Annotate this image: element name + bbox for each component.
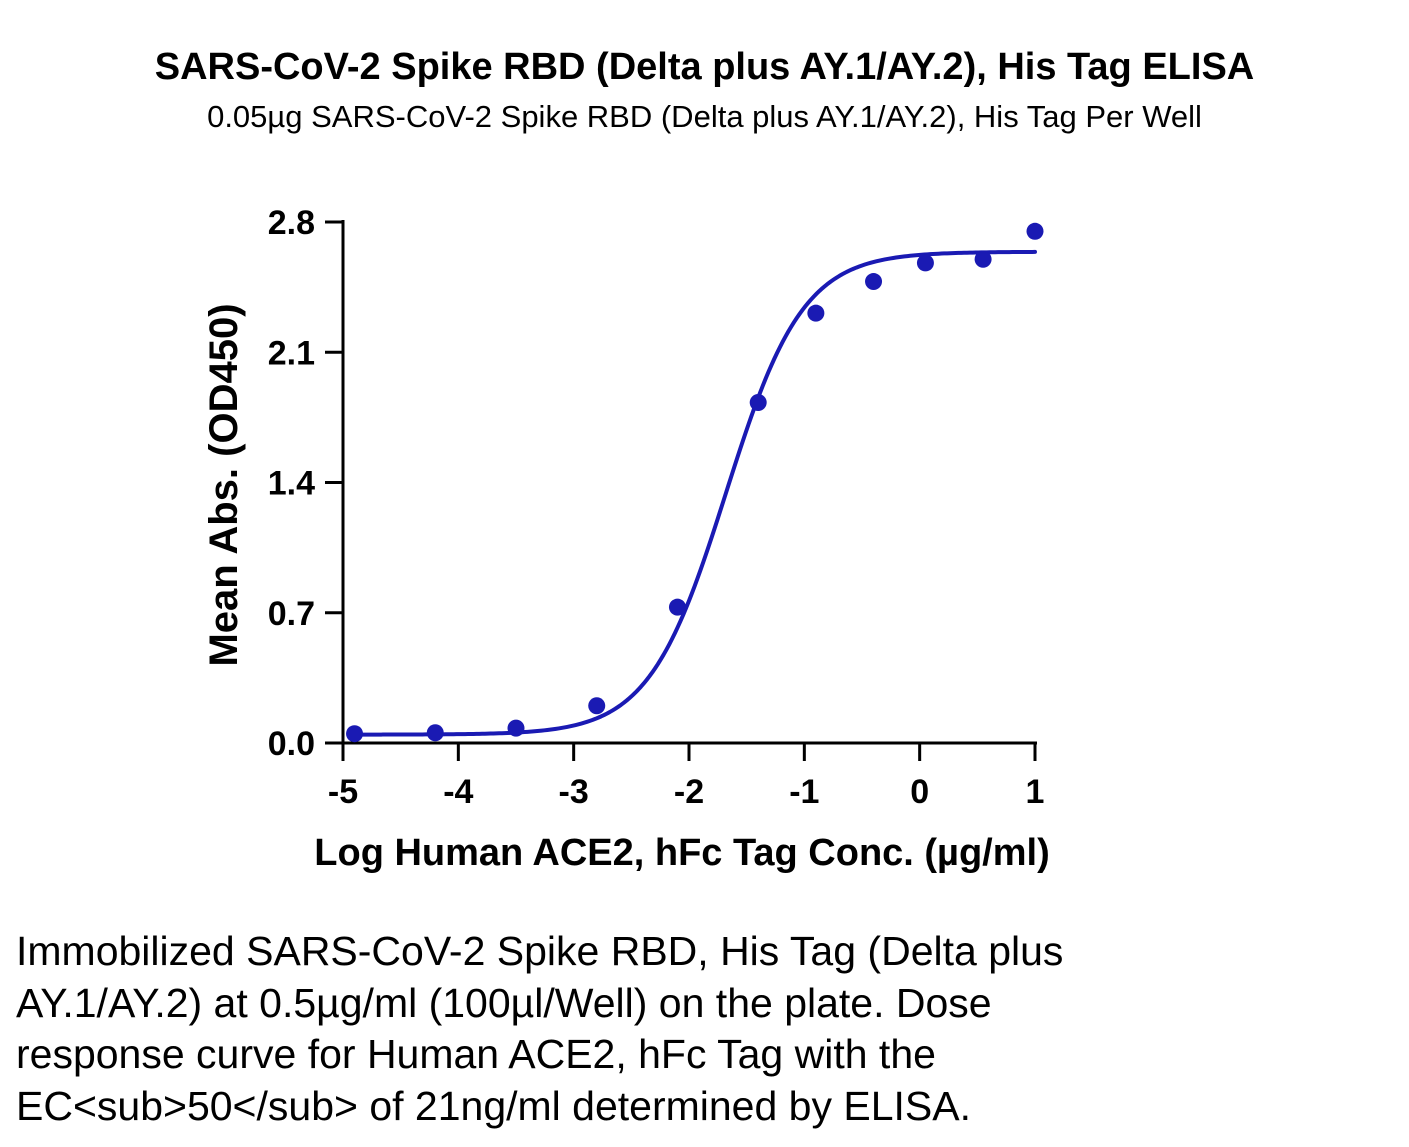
x-tick-label: -5 bbox=[328, 773, 358, 811]
data-point bbox=[668, 598, 686, 616]
caption-line: Immobilized SARS-CoV-2 Spike RBD, His Ta… bbox=[16, 928, 1064, 974]
data-point bbox=[588, 697, 606, 715]
x-tick-label: -4 bbox=[443, 773, 473, 811]
x-tick-label: 0 bbox=[910, 773, 929, 811]
chart-title: SARS-CoV-2 Spike RBD (Delta plus AY.1/AY… bbox=[154, 46, 1255, 88]
y-tick-label: 0.0 bbox=[268, 725, 315, 763]
data-point bbox=[916, 254, 934, 272]
data-point bbox=[1026, 222, 1044, 240]
y-tick-label: 2.1 bbox=[268, 334, 315, 372]
y-tick-label: 1.4 bbox=[268, 465, 315, 503]
data-point bbox=[426, 724, 444, 742]
data-point bbox=[974, 250, 992, 268]
caption-line: AY.1/AY.2) at 0.5µg/ml (100µl/Well) on t… bbox=[16, 979, 992, 1026]
figure-caption: Immobilized SARS-CoV-2 Spike RBD, His Ta… bbox=[16, 926, 1396, 1132]
y-tick-label: 0.7 bbox=[268, 595, 315, 633]
data-point bbox=[865, 273, 883, 291]
data-point bbox=[749, 393, 767, 411]
x-tick-label: 1 bbox=[1026, 773, 1045, 811]
caption-line: EC<sub>50</sub> of 21ng/ml determined by… bbox=[16, 1082, 971, 1129]
data-points bbox=[346, 222, 1044, 743]
data-point bbox=[346, 725, 364, 743]
x-tick-label: -3 bbox=[559, 773, 589, 811]
x-tick-label: -2 bbox=[674, 773, 704, 811]
caption-line: response curve for Human ACE2, hFc Tag w… bbox=[16, 1031, 936, 1077]
y-axis-label: Mean Abs. (OD450) bbox=[202, 303, 246, 666]
x-axis-label: Log Human ACE2, hFc Tag Conc. (µg/ml) bbox=[314, 832, 1049, 874]
y-tick-label: 2.8 bbox=[268, 204, 315, 242]
chart-axes: 0.0 0.7 1.4 2.1 2.8 -5 -4 -3 -2 -1 0 1 bbox=[268, 204, 1045, 811]
chart-subtitle: 0.05µg SARS-CoV-2 Spike RBD (Delta plus … bbox=[207, 99, 1202, 134]
x-tick-label: -1 bbox=[789, 773, 819, 811]
data-point bbox=[507, 719, 525, 737]
data-point bbox=[807, 304, 825, 322]
fit-curve bbox=[352, 249, 1037, 737]
